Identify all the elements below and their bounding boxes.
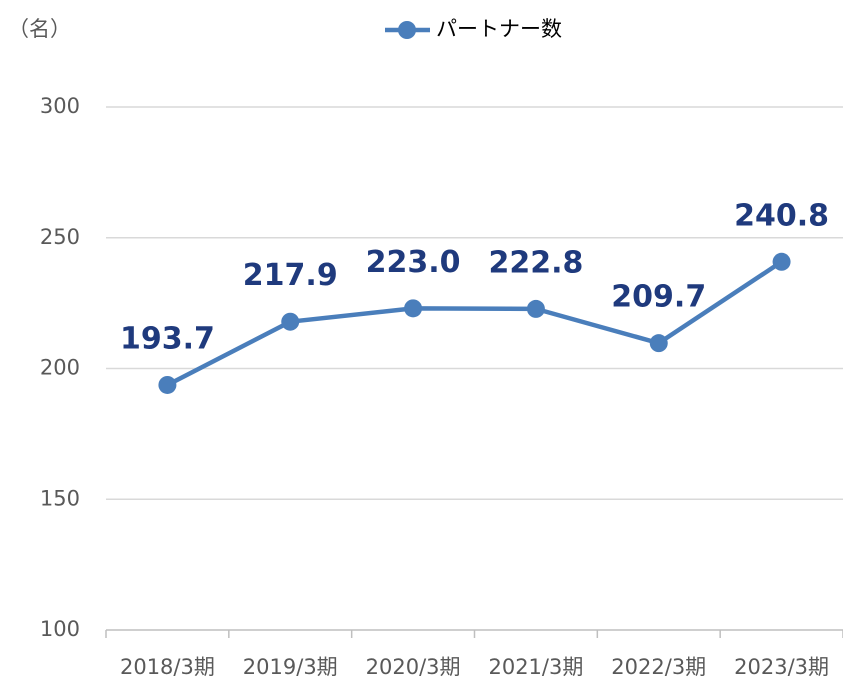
y-tick-label: 100 — [40, 617, 80, 641]
data-label: 217.9 — [243, 258, 338, 293]
data-label: 240.8 — [734, 198, 829, 233]
point — [281, 312, 300, 331]
data-label: 223.0 — [366, 245, 461, 280]
x-tick-label: 2023/3期 — [734, 655, 829, 679]
y-axis-label: （名） — [8, 17, 71, 41]
y-tick-label: 150 — [40, 486, 80, 510]
data-label: 209.7 — [611, 280, 706, 315]
point — [772, 252, 791, 271]
y-tick-label: 200 — [40, 356, 80, 380]
y-tick-label: 250 — [40, 225, 80, 249]
point — [404, 299, 423, 318]
data-label: 193.7 — [120, 321, 215, 356]
x-tick-label: 2021/3期 — [488, 655, 583, 679]
line — [166, 259, 783, 387]
legend-marker — [398, 21, 416, 39]
point — [649, 334, 668, 353]
legend-label: パートナー数 — [436, 17, 562, 41]
x-tick-label: 2018/3期 — [120, 655, 215, 679]
x-tick-label: 2022/3期 — [611, 655, 706, 679]
point — [158, 375, 177, 394]
y-tick-label: 300 — [40, 94, 80, 118]
x-tick-label: 2019/3期 — [243, 655, 338, 679]
data-label: 222.8 — [488, 245, 583, 280]
point — [526, 299, 545, 318]
x-tick-label: 2020/3期 — [366, 655, 461, 679]
